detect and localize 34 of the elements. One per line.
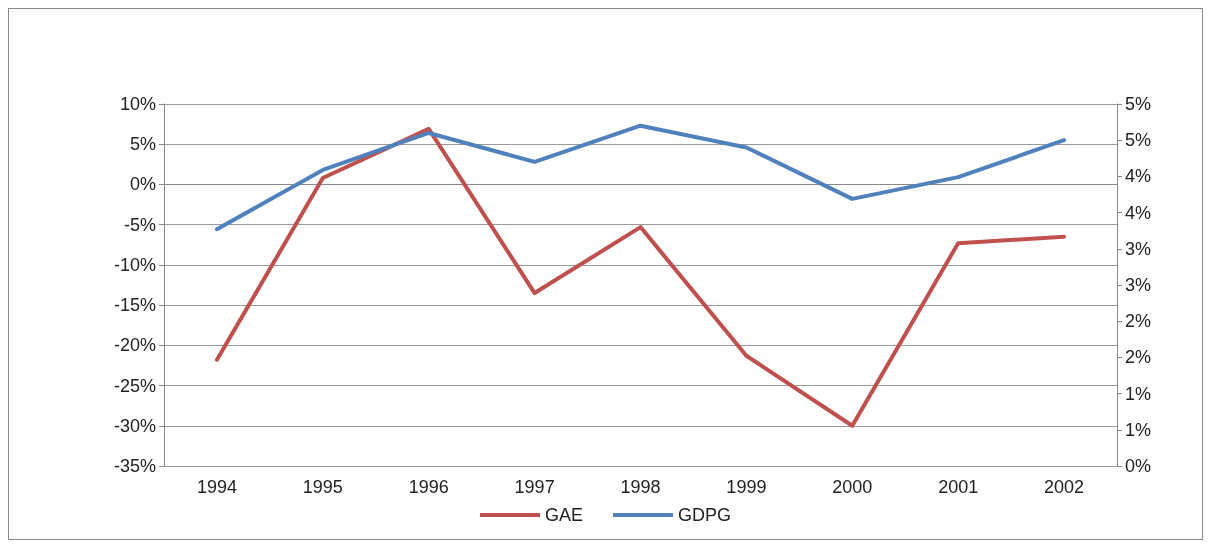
legend-label: GDPG [678, 505, 732, 525]
y2-tick-label: 0% [1125, 456, 1152, 476]
y-tick-label: -15% [113, 295, 156, 316]
y2-tick-label: 3% [1125, 275, 1152, 295]
y-tick-label: -20% [113, 335, 156, 356]
y2-tick-label: 3% [1125, 238, 1152, 259]
y2-tick-label: 1% [1125, 419, 1152, 440]
y2-tick-label: 5% [1125, 130, 1152, 151]
x-tick-label: 1995 [302, 477, 343, 497]
y2-tick-label: 5% [1125, 94, 1152, 114]
x-tick-label: 1996 [408, 477, 449, 497]
x-tick-label: 1999 [726, 477, 767, 497]
y-tick-label: 10% [119, 94, 156, 114]
y-tick-label: -35% [113, 456, 156, 476]
x-tick-label: 2000 [832, 477, 873, 497]
x-tick-label: 2002 [1044, 477, 1085, 497]
x-tick-label: 1994 [196, 477, 237, 497]
y2-tick-label: 2% [1125, 347, 1152, 368]
x-tick-label: 2001 [938, 477, 979, 497]
legend-label: GAE [544, 505, 584, 525]
y-tick-label: -30% [113, 415, 156, 436]
x-tick-label: 1997 [514, 477, 555, 497]
y2-tick-label: 4% [1125, 166, 1152, 187]
y-tick-label: 0% [129, 174, 156, 195]
y-tick-label: 5% [129, 134, 156, 155]
y2-tick-label: 4% [1125, 202, 1152, 223]
y-tick-label: -25% [113, 375, 156, 396]
y2-tick-label: 2% [1125, 311, 1152, 332]
y2-tick-label: 1% [1125, 383, 1152, 404]
line-series [214, 126, 1067, 428]
y-tick-label: -5% [123, 214, 156, 235]
line-series [214, 123, 1067, 232]
x-tick-label: 1998 [620, 477, 661, 497]
y-tick-label: -10% [113, 254, 156, 275]
